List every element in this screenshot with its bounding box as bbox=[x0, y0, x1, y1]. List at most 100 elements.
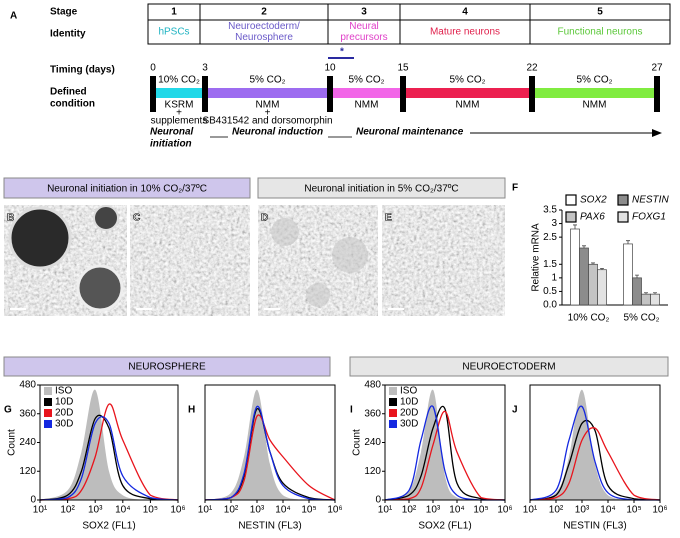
row-label: condition bbox=[50, 99, 95, 110]
legend-label: ISO bbox=[55, 386, 72, 397]
legend-swatch bbox=[44, 409, 52, 417]
y-tick-label: 1 bbox=[551, 272, 557, 283]
histogram-area bbox=[205, 389, 335, 500]
legend-label: 20D bbox=[55, 408, 73, 419]
header: NEUROSPHERE bbox=[128, 362, 206, 373]
panel-letter: H bbox=[188, 405, 195, 416]
condition-bar bbox=[403, 88, 532, 98]
medium: NMM bbox=[456, 100, 480, 111]
legend-label: FOXG1 bbox=[632, 212, 666, 223]
panel-letter: G bbox=[4, 405, 12, 416]
legend-label: NESTIN bbox=[632, 195, 669, 206]
y-tick-label: 0 bbox=[375, 495, 381, 506]
y-tick-label: 3.5 bbox=[543, 205, 557, 216]
stage-identity: Neural bbox=[349, 21, 378, 32]
y-axis-label: Count bbox=[352, 429, 363, 456]
bar bbox=[579, 247, 589, 306]
x-tick-label: 10² bbox=[60, 505, 75, 516]
stage-identity: Neuroectoderm/ bbox=[228, 21, 300, 32]
panel-letter: F bbox=[512, 183, 518, 194]
legend-swatch bbox=[617, 194, 629, 206]
y-tick-label: 360 bbox=[19, 408, 36, 419]
legend-swatch bbox=[44, 387, 52, 395]
histogram-area bbox=[385, 389, 505, 500]
legend-label: 30D bbox=[400, 419, 418, 430]
legend-swatch bbox=[389, 420, 397, 428]
legend-swatch bbox=[565, 194, 577, 206]
y-tick-label: 240 bbox=[364, 437, 381, 448]
error-bar bbox=[626, 240, 630, 244]
x-tick-label: 10% CO₂ bbox=[568, 313, 610, 324]
panel-letter: D bbox=[261, 213, 268, 224]
legend-swatch bbox=[44, 420, 52, 428]
medium: + bbox=[265, 108, 271, 119]
panel-letter: B bbox=[7, 213, 14, 224]
y-tick-label: 240 bbox=[19, 437, 36, 448]
phase: Neuronal bbox=[150, 127, 194, 138]
x-tick-label: 10⁶ bbox=[327, 505, 342, 516]
row-label: Defined bbox=[50, 87, 87, 98]
plot-frame bbox=[529, 384, 661, 501]
legend-label: SOX2 bbox=[580, 195, 607, 206]
x-tick-label: 10² bbox=[224, 505, 239, 516]
co2: 10% CO₂ bbox=[158, 75, 200, 86]
stage-identity: Neurosphere bbox=[235, 32, 293, 43]
error-bar bbox=[573, 224, 577, 229]
panel-letter: J bbox=[512, 405, 518, 416]
micrographs bbox=[4, 205, 505, 316]
x-tick-label: 10¹ bbox=[523, 505, 538, 516]
bar bbox=[623, 243, 633, 306]
row-label: Timing (days) bbox=[50, 65, 115, 76]
y-tick-label: 2.5 bbox=[543, 232, 557, 243]
condition-bar bbox=[153, 88, 205, 98]
sphere bbox=[76, 264, 124, 312]
sphere bbox=[8, 206, 72, 270]
legend-label: 20D bbox=[400, 408, 418, 419]
legend-label: 10D bbox=[55, 397, 73, 408]
stage-number: 5 bbox=[597, 7, 603, 18]
day: 15 bbox=[397, 63, 409, 74]
histogram-line bbox=[529, 419, 661, 501]
header-box bbox=[257, 177, 506, 199]
x-axis-label: SOX2 (FL1) bbox=[82, 521, 135, 532]
x-tick-label: 10¹ bbox=[33, 505, 48, 516]
legend-swatch bbox=[389, 387, 397, 395]
y-tick-label: 0.5 bbox=[543, 286, 557, 297]
header: NEUROECTODERM bbox=[462, 362, 555, 373]
histogram-line bbox=[384, 405, 506, 501]
day: 3 bbox=[202, 63, 208, 74]
cluster bbox=[332, 237, 368, 273]
phase: Neuronal induction bbox=[232, 127, 323, 138]
medium: NMM bbox=[355, 100, 379, 111]
legend-label: PAX6 bbox=[580, 212, 605, 223]
histogram-area bbox=[40, 389, 178, 500]
bar bbox=[570, 228, 580, 306]
error-bar bbox=[582, 245, 586, 248]
panel-letter: C bbox=[133, 213, 140, 224]
stage-identity: Mature neurons bbox=[430, 27, 500, 38]
medium: supplements bbox=[151, 116, 208, 127]
x-tick-label: 10⁴ bbox=[115, 505, 130, 516]
medium: KSRM bbox=[165, 100, 194, 111]
row-label: Identity bbox=[50, 29, 86, 40]
x-tick-label: 10¹ bbox=[378, 505, 393, 516]
day: 0 bbox=[150, 63, 156, 74]
error-bar bbox=[653, 292, 657, 295]
day-marker bbox=[400, 76, 406, 112]
histogram-line bbox=[39, 403, 179, 501]
error-bar bbox=[635, 274, 639, 278]
day-marker bbox=[150, 76, 156, 112]
day-marker bbox=[202, 76, 208, 112]
co2: 5% CO₂ bbox=[348, 75, 384, 86]
histogram-line bbox=[39, 415, 179, 501]
condition-bar bbox=[330, 88, 403, 98]
bar bbox=[597, 269, 607, 306]
micrograph-e bbox=[382, 205, 505, 316]
day: 22 bbox=[526, 63, 538, 74]
x-tick-label: 10³ bbox=[88, 505, 103, 516]
co2: 5% CO₂ bbox=[249, 75, 285, 86]
error-bar bbox=[600, 267, 604, 270]
x-tick-label: 10³ bbox=[426, 505, 441, 516]
y-tick-label: 120 bbox=[19, 466, 36, 477]
